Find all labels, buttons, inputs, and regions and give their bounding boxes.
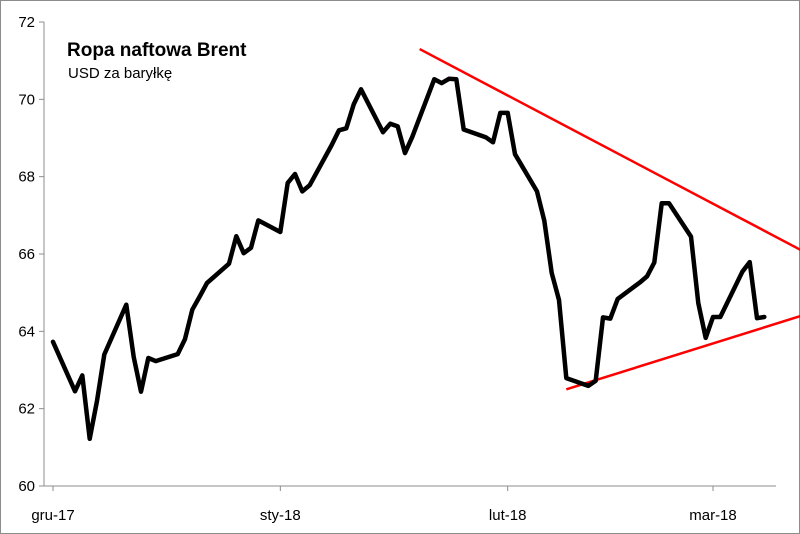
trendlines [419,47,800,391]
x-tick-label: gru-17 [31,507,74,524]
series-line [50,76,767,442]
y-tick-label: 60 [18,478,35,495]
y-tick-label: 72 [18,14,35,31]
y-tick-label: 64 [18,323,35,340]
x-tick-label: lut-18 [489,507,527,524]
axes: 60 62 64 66 68 70 72 gru-17 sty-18 lut-18 mar-18 [18,14,776,524]
y-tick-label: 62 [18,401,35,418]
trendline [419,47,800,252]
y-tick-label: 70 [18,91,35,108]
price-series [50,76,767,442]
x-tick-label: sty-18 [260,507,301,524]
y-tick-label: 66 [18,246,35,263]
y-tick-label: 68 [18,169,35,186]
chart-subtitle: USD za baryłkę [68,65,172,82]
chart-title: Ropa naftowa Brent [67,40,247,61]
trendline [565,314,800,391]
x-tick-label: mar-18 [689,507,737,524]
